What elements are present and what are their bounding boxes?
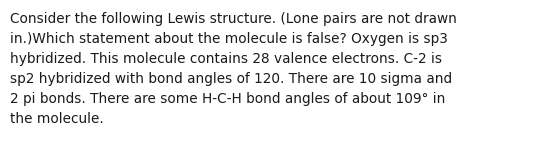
Text: Consider the following Lewis structure. (Lone pairs are not drawn
in.)Which stat: Consider the following Lewis structure. … (10, 12, 457, 126)
